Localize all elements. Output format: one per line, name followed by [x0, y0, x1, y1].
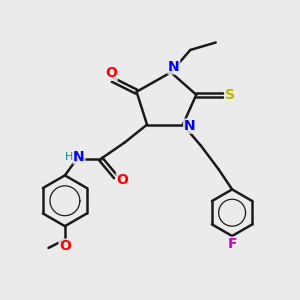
Text: N: N: [184, 119, 195, 133]
Text: O: O: [116, 173, 128, 187]
Text: O: O: [105, 66, 117, 80]
Text: O: O: [59, 239, 71, 253]
Text: N: N: [73, 150, 85, 164]
Text: S: S: [225, 88, 235, 102]
Text: N: N: [168, 60, 180, 74]
Text: F: F: [227, 237, 237, 251]
Text: H: H: [65, 152, 74, 162]
